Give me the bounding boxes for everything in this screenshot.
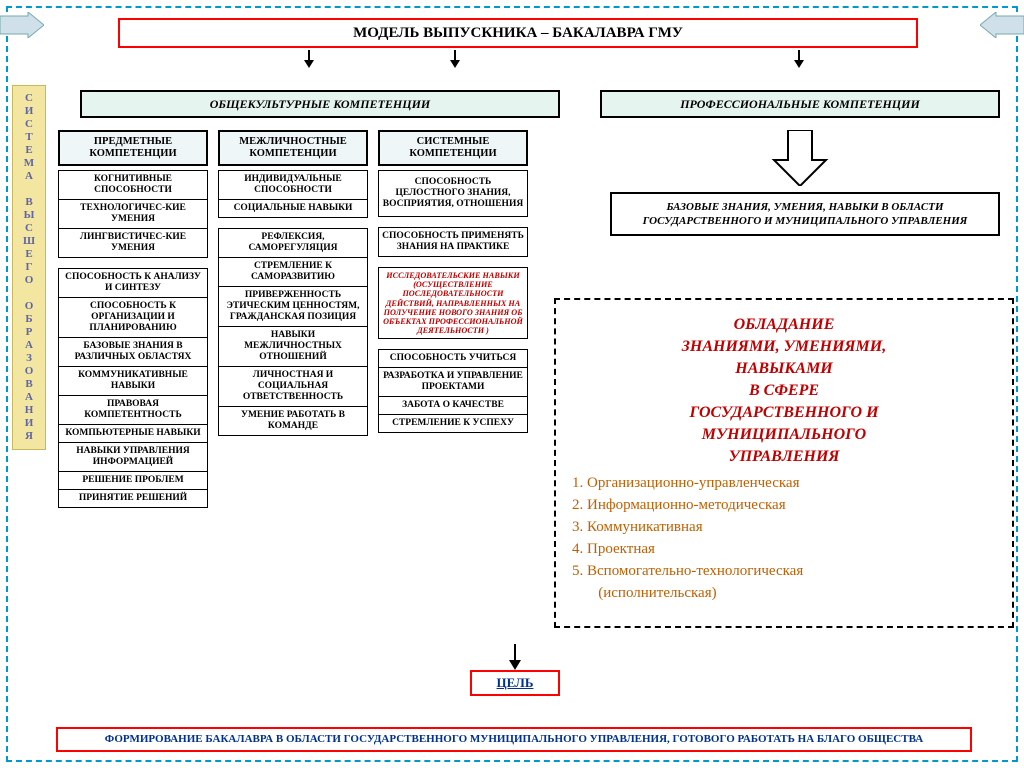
col1-head: ПРЕДМЕТНЫЕ КОМПЕТЕНЦИИ xyxy=(58,130,208,166)
list-item: ЛИЧНОСТНАЯ И СОЦИАЛЬНАЯ ОТВЕТСТВЕННОСТЬ xyxy=(218,367,368,407)
list-item: РЕФЛЕКСИЯ, САМОРЕГУЛЯЦИЯ xyxy=(218,228,368,258)
list-item: СПОСОБНОСТЬ ЦЕЛОСТНОГО ЗНАНИЯ, ВОСПРИЯТИ… xyxy=(378,170,528,217)
list-item: БАЗОВЫЕ ЗНАНИЯ В РАЗЛИЧНЫХ ОБЛАСТЯХ xyxy=(58,338,208,367)
list-item: ИССЛЕДОВАТЕЛЬСКИЕ НАВЫКИ (ОСУЩЕСТВЛЕНИЕ … xyxy=(378,267,528,339)
column-interpersonal: МЕЖЛИЧНОСТНЫЕ КОМПЕТЕНЦИИ ИНДИВИДУАЛЬНЫЕ… xyxy=(218,130,368,436)
list-item: НАВЫКИ МЕЖЛИЧНОСТНЫХ ОТНОШЕНИЙ xyxy=(218,327,368,367)
goal-box: ЦЕЛЬ xyxy=(470,670,560,696)
column-systemic: СИСТЕМНЫЕ КОМПЕТЕНЦИИ СПОСОБНОСТЬ ЦЕЛОСТ… xyxy=(378,130,528,433)
list-item: ЛИНГВИСТИЧЕС-КИЕ УМЕНИЯ xyxy=(58,229,208,258)
list-item: 4. Проектная xyxy=(572,538,996,560)
list-item: КОГНИТИВНЫЕ СПОСОБНОСТИ xyxy=(58,170,208,200)
col3-head: СИСТЕМНЫЕ КОМПЕТЕНЦИИ xyxy=(378,130,528,166)
connector-arrow xyxy=(300,50,318,68)
list-item: ЗАБОТА О КАЧЕСТВЕ xyxy=(378,397,528,415)
left-inward-arrow xyxy=(0,12,44,38)
base-knowledge-box: БАЗОВЫЕ ЗНАНИЯ, УМЕНИЯ, НАВЫКИ В ОБЛАСТИ… xyxy=(610,192,1000,236)
list-item: СТРЕМЛЕНИЕ К САМОРАЗВИТИЮ xyxy=(218,258,368,287)
list-item: СПОСОБНОСТЬ К АНАЛИЗУ И СИНТЕЗУ xyxy=(58,268,208,298)
column-subject: ПРЕДМЕТНЫЕ КОМПЕТЕНЦИИ КОГНИТИВНЫЕ СПОСО… xyxy=(58,130,208,508)
section-cultural: ОБЩЕКУЛЬТУРНЫЕ КОМПЕТЕНЦИИ xyxy=(80,90,560,118)
mastery-list: 1. Организационно-управленческая2. Инфор… xyxy=(572,472,996,604)
col2-head: МЕЖЛИЧНОСТНЫЕ КОМПЕТЕНЦИИ xyxy=(218,130,368,166)
mastery-panel: ОБЛАДАНИЕ ЗНАНИЯМИ, УМЕНИЯМИ, НАВЫКАМИ В… xyxy=(554,298,1014,628)
list-item: СПОСОБНОСТЬ К ОРГАНИЗАЦИИ И ПЛАНИРОВАНИЮ xyxy=(58,298,208,338)
list-item: (исполнительская) xyxy=(572,582,996,604)
list-item: УМЕНИЕ РАБОТАТЬ В КОМАНДЕ xyxy=(218,407,368,436)
connector-arrow xyxy=(790,50,808,68)
goal-down-arrow xyxy=(506,644,524,670)
sidebar-vertical-label: С И С Т Е М А В Ы С Ш Е Г О О Б Р А З О … xyxy=(12,85,46,450)
footer-statement: ФОРМИРОВАНИЕ БАКАЛАВРА В ОБЛАСТИ ГОСУДАР… xyxy=(56,727,972,752)
section-professional: ПРОФЕССИОНАЛЬНЫЕ КОМПЕТЕНЦИИ xyxy=(600,90,1000,118)
list-item: ПРИНЯТИЕ РЕШЕНИЙ xyxy=(58,490,208,508)
list-item: СТРЕМЛЕНИЕ К УСПЕХУ xyxy=(378,415,528,433)
right-inward-arrow xyxy=(980,12,1024,38)
list-item: КОМПЬЮТЕРНЫЕ НАВЫКИ xyxy=(58,425,208,443)
list-item: ПРАВОВАЯ КОМПЕТЕНТНОСТЬ xyxy=(58,396,208,425)
list-item: СПОСОБНОСТЬ ПРИМЕНЯТЬ ЗНАНИЯ НА ПРАКТИКЕ xyxy=(378,227,528,257)
list-item: 5. Вспомогательно-технологическая xyxy=(572,560,996,582)
list-item: ПРИВЕРЖЕННОСТЬ ЭТИЧЕСКИМ ЦЕННОСТЯМ, ГРАЖ… xyxy=(218,287,368,327)
main-title: МОДЕЛЬ ВЫПУСКНИКА – БАКАЛАВРА ГМУ xyxy=(118,18,918,48)
list-item: ТЕХНОЛОГИЧЕС-КИЕ УМЕНИЯ xyxy=(58,200,208,229)
list-item: 3. Коммуникативная xyxy=(572,516,996,538)
mastery-header: ОБЛАДАНИЕ ЗНАНИЯМИ, УМЕНИЯМИ, НАВЫКАМИ В… xyxy=(572,314,996,468)
list-item: КОММУНИКАТИВНЫЕ НАВЫКИ xyxy=(58,367,208,396)
list-item: НАВЫКИ УПРАВЛЕНИЯ ИНФОРМАЦИЕЙ xyxy=(58,443,208,472)
list-item: 1. Организационно-управленческая xyxy=(572,472,996,494)
list-item: СПОСОБНОСТЬ УЧИТЬСЯ xyxy=(378,349,528,368)
list-item: ИНДИВИДУАЛЬНЫЕ СПОСОБНОСТИ xyxy=(218,170,368,200)
connector-arrow xyxy=(446,50,464,68)
list-item: СОЦИАЛЬНЫЕ НАВЫКИ xyxy=(218,200,368,218)
list-item: РЕШЕНИЕ ПРОБЛЕМ xyxy=(58,472,208,490)
list-item: 2. Информационно-методическая xyxy=(572,494,996,516)
list-item: РАЗРАБОТКА И УПРАВЛЕНИЕ ПРОЕКТАМИ xyxy=(378,368,528,397)
big-down-arrow xyxy=(770,130,830,186)
